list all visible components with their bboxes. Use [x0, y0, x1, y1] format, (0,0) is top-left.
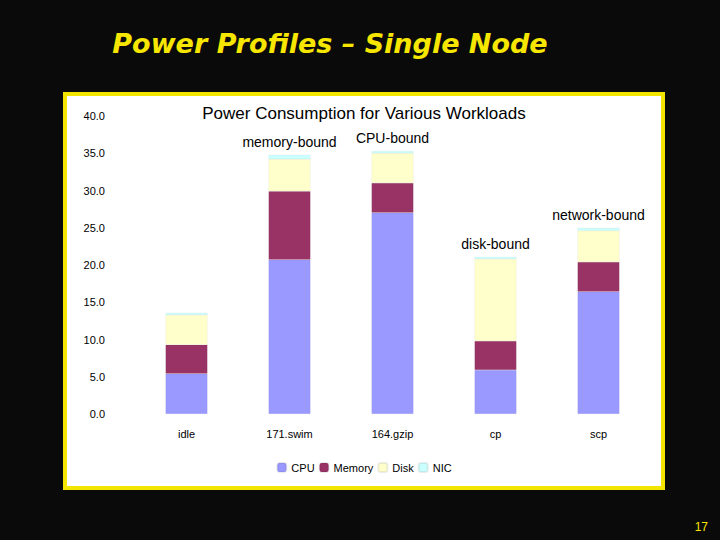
svg-text:NIC: NIC [433, 462, 452, 474]
html-text:Power Profiles – Single Node: Power Profiles – Single Node [112, 28, 548, 59]
svg-text:5.0: 5.0 [90, 371, 105, 383]
svg-text:scp: scp [590, 428, 607, 440]
svg-text:idle: idle [178, 428, 195, 440]
svg-text:10.0: 10.0 [84, 334, 105, 346]
svg-text:cp: cp [490, 428, 502, 440]
svg-text:25.0: 25.0 [84, 222, 105, 234]
svg-text:35.0: 35.0 [84, 147, 105, 159]
svg-text:memory-bound: memory-bound [242, 134, 336, 150]
svg-text:0.0: 0.0 [90, 408, 105, 420]
svg-text:20.0: 20.0 [84, 259, 105, 271]
svg-text:network-bound: network-bound [552, 207, 645, 223]
svg-text:40.0: 40.0 [84, 110, 105, 122]
svg-text:Memory: Memory [334, 462, 374, 474]
svg-text:disk-bound: disk-bound [461, 236, 530, 252]
svg-text:171.swim: 171.swim [266, 428, 312, 440]
svg-text:Power Consumption for Various: Power Consumption for Various Workloads [202, 104, 525, 123]
svg-text:15.0: 15.0 [84, 296, 105, 308]
svg-text:30.0: 30.0 [84, 185, 105, 197]
html-text:17: 17 [694, 520, 708, 534]
svg-text:Disk: Disk [392, 462, 414, 474]
svg-text:CPU-bound: CPU-bound [356, 130, 429, 146]
svg-text:CPU: CPU [291, 462, 314, 474]
svg-text:164.gzip: 164.gzip [372, 428, 414, 440]
